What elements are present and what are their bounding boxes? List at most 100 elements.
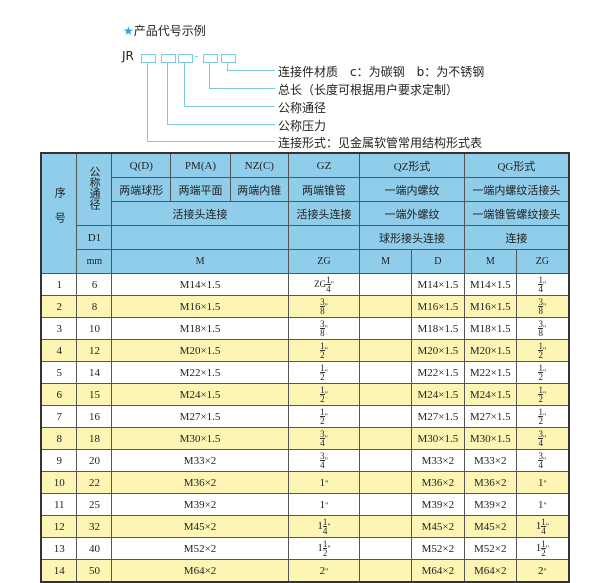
qz-m-cell: [359, 361, 412, 384]
d1-cell: 20: [76, 449, 113, 472]
qg-m-cell: M45×2: [463, 515, 517, 538]
m-cell: M30×1.5: [111, 427, 289, 450]
table-row: 7 16 M27×1.5 1 2 " M27×1.5 M27×1.5 1 2 ": [40, 405, 570, 428]
d1-cell: 25: [76, 493, 113, 516]
seq-cell: 4: [40, 339, 78, 362]
connector-line: [227, 70, 275, 71]
header-cell: M: [359, 249, 412, 274]
m-cell: M20×1.5: [111, 339, 289, 362]
gz-zg-cell: 1 2 ": [287, 361, 361, 384]
seq-cell: 10: [40, 471, 78, 494]
table-row: 12 32 M45×2 1 1 4 " M45×2 M45×2 1 1 4 ": [40, 515, 570, 538]
header-cell: 一端锥管螺纹接头: [463, 201, 570, 226]
d1-cell: 40: [76, 537, 113, 560]
qg-zg-cell: 1 2 ": [515, 383, 570, 406]
d1-cell: 14: [76, 361, 113, 384]
header-mm: mm: [76, 249, 113, 274]
header-cell: 一端外螺纹: [359, 201, 465, 226]
header-dn: 公称通径: [76, 152, 113, 226]
m-cell: M36×2: [111, 471, 289, 494]
qg-zg-cell: 1 1 4 ": [515, 515, 570, 538]
qz-d-cell: M24×1.5: [410, 383, 465, 406]
legend-item: 连接件材质 c：为碳钢 b：为不锈钢: [278, 65, 485, 79]
gz-zg-cell: 1 1 4 ": [287, 515, 361, 538]
qz-m-cell: [359, 427, 412, 450]
gz-zg-cell: 1 1 2 ": [287, 537, 361, 560]
qg-m-cell: M18×1.5: [463, 317, 517, 340]
qg-zg-cell: 1 4 ": [515, 273, 570, 296]
header-cell: M: [111, 249, 289, 274]
m-cell: M45×2: [111, 515, 289, 538]
header-cell: 两端内锥: [229, 177, 289, 202]
table-row: 2 8 M16×1.5 3 8 " M16×1.5 M16×1.5 3 8 ": [40, 295, 570, 318]
table-row: 1 6 M14×1.5 ZG 1 4 " M14×1.5 M14×1.5 1 4 ": [40, 273, 570, 296]
header-qd: Q(D): [111, 152, 172, 178]
qz-m-cell: [359, 449, 412, 472]
qz-d-cell: M20×1.5: [410, 339, 465, 362]
m-cell: M24×1.5: [111, 383, 289, 406]
qz-m-cell: [359, 515, 412, 538]
seq-cell: 13: [40, 537, 78, 560]
gz-zg-cell: 3 4 ": [287, 449, 361, 472]
header-cell: 球形接头连接: [359, 225, 465, 250]
qz-m-cell: [359, 383, 412, 406]
qg-zg-cell: 3 8 ": [515, 317, 570, 340]
qz-d-cell: M14×1.5: [410, 273, 465, 296]
gz-zg-cell: 3 8 ": [287, 317, 361, 340]
seq-cell: 5: [40, 361, 78, 384]
gz-zg-cell: 1 2 ": [287, 383, 361, 406]
qz-m-cell: [359, 317, 412, 340]
connector-line: [147, 141, 275, 142]
m-cell: M27×1.5: [111, 405, 289, 428]
m-cell: M14×1.5: [111, 273, 289, 296]
header-cell: 两端球形: [111, 177, 172, 202]
connector-line: [209, 62, 210, 88]
d1-cell: 50: [76, 559, 113, 583]
header-cell: 一端内螺纹: [359, 177, 465, 202]
seq-cell: 1: [40, 273, 78, 296]
header-cell: 活接头连接: [287, 201, 361, 226]
code-box: [221, 54, 236, 63]
zg-prefix: ZG: [314, 279, 327, 290]
code-box: [178, 54, 193, 63]
header-nz: NZ(C): [229, 152, 289, 178]
gz-zg-cell: ZG 1 4 ": [287, 273, 361, 296]
m-cell: M33×2: [111, 449, 289, 472]
qz-d-cell: M27×1.5: [410, 405, 465, 428]
table-row: 9 20 M33×2 3 4 " M33×2 M33×2 3 4 ": [40, 449, 570, 472]
qg-zg-cell: 1 2 ": [515, 339, 570, 362]
qg-zg-cell: 1 2 ": [515, 361, 570, 384]
qz-m-cell: [359, 339, 412, 362]
connector-line: [184, 106, 275, 107]
d1-cell: 6: [76, 273, 113, 296]
d1-cell: 12: [76, 339, 113, 362]
header-cell: ZG: [515, 249, 570, 274]
qg-zg-cell: 3 8 ": [515, 295, 570, 318]
header-cell: 两端锥管: [287, 177, 361, 202]
d1-cell: 18: [76, 427, 113, 450]
d1-cell: 32: [76, 515, 113, 538]
header-cell: 一端内螺纹活接头: [463, 177, 570, 202]
header-cell: D: [410, 249, 465, 274]
legend-heading: 产品代号示例: [133, 24, 206, 38]
table-row: 5 14 M22×1.5 1 2 " M22×1.5 M22×1.5 1 2 ": [40, 361, 570, 384]
qz-d-cell: M22×1.5: [410, 361, 465, 384]
table-row: 6 15 M24×1.5 1 2 " M24×1.5 M24×1.5 1 2 ": [40, 383, 570, 406]
header-qz: QZ形式: [359, 152, 465, 178]
legend-item: 连接形式：见金属软管常用结构形式表: [278, 136, 483, 150]
m-cell: M39×2: [111, 493, 289, 516]
qz-d-cell: M16×1.5: [410, 295, 465, 318]
m-cell: M18×1.5: [111, 317, 289, 340]
m-cell: M64×2: [111, 559, 289, 583]
gz-zg-cell: 1 2 ": [287, 405, 361, 428]
